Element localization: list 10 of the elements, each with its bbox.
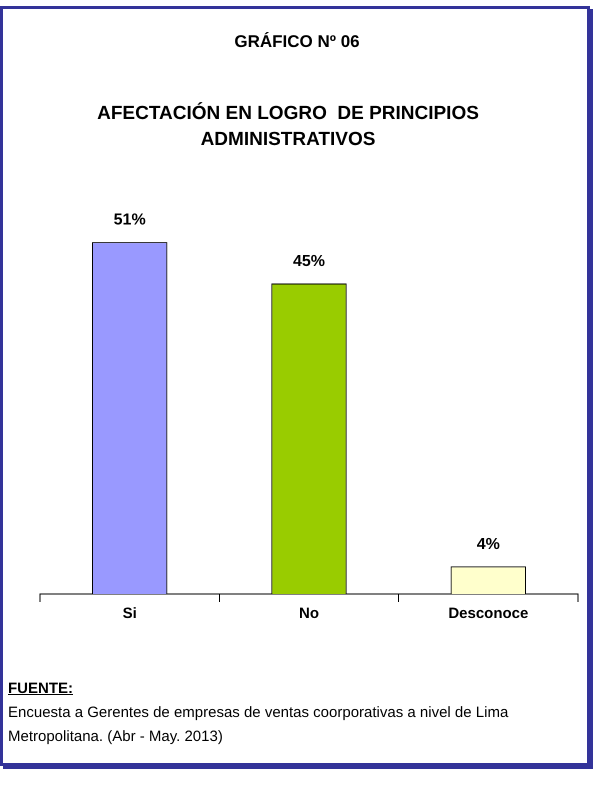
- chart-title: GRÁFICO Nº 06: [233, 32, 361, 52]
- source-note: FUENTE:: [8, 679, 74, 699]
- data-label: 45%: [292, 252, 326, 270]
- x-tick-label: Si: [122, 605, 137, 622]
- x-tick-label: Desconoce: [448, 605, 528, 622]
- text: Encuesta a Gerentes de empresas de ventas coorporativas a nivel de Lima Metropolitana. (Abr - May. 2013): [8, 703, 510, 747]
- x-tick-label: No: [299, 605, 319, 622]
- chart-subtitle: AFECTACIÓN EN LOGRO DE PRINCIPIOS ADMINISTRATIVOS: [96, 101, 480, 152]
- data-label: 51%: [114, 212, 146, 229]
- data-label: 4%: [476, 536, 500, 553]
